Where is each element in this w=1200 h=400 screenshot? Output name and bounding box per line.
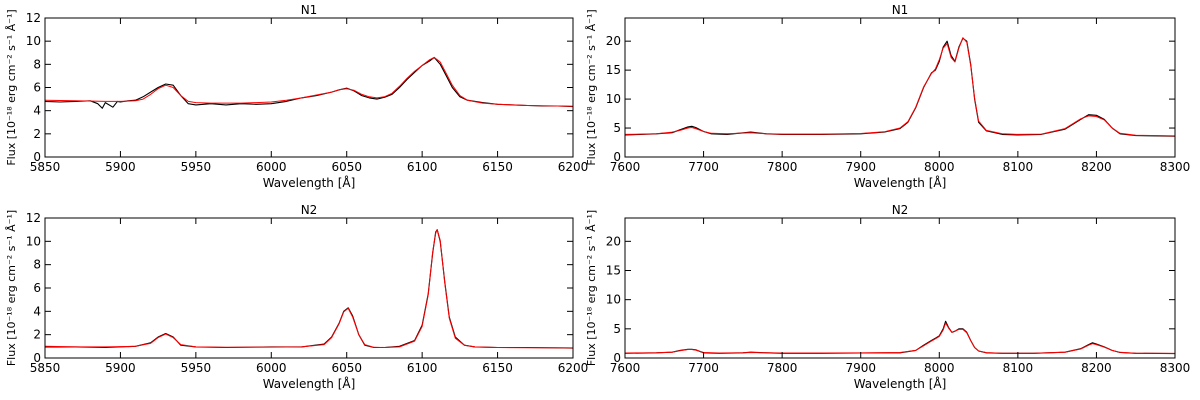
- data-line: [44, 56, 574, 109]
- x-tick-label: 5900: [105, 160, 136, 174]
- x-tick-label: 5850: [30, 160, 61, 174]
- x-tick-label: 6150: [482, 160, 513, 174]
- y-tick-label: 20: [606, 34, 621, 48]
- x-tick-label: 5850: [30, 361, 61, 375]
- x-tick-label: 8300: [1160, 160, 1191, 174]
- x-tick-label: 6000: [256, 361, 287, 375]
- data-line: [45, 229, 574, 349]
- x-tick-label: 7600: [610, 160, 641, 174]
- y-tick-label: 12: [26, 211, 41, 225]
- chart-panel-1: 5850 5900 5950 6000 6050 6100 6150 6200 0 2 4 6 8 10 1…: [5, 3, 588, 190]
- x-tick-label: 8200: [1081, 361, 1112, 375]
- y-tick-label: 4: [33, 304, 41, 318]
- y-tick-label: 20: [606, 234, 621, 248]
- y-tick-label: 15: [606, 264, 621, 278]
- plot-frame: [44, 217, 574, 359]
- y-axis-label: Flux [10⁻¹⁸ erg cm⁻² s⁻¹ Å⁻¹]: [585, 210, 598, 366]
- chart-panel-2: 7600 7700 7800 7900 8000 8100 8200 8300 0 5 10 15 20…: [585, 3, 1190, 190]
- y-tick-label: 5: [613, 322, 621, 336]
- y-tick-label: 8: [33, 258, 41, 272]
- x-tick-label: 6100: [407, 361, 438, 375]
- x-tick-label: 8300: [1160, 361, 1191, 375]
- x-axis-label: Wavelength [Å]: [263, 376, 356, 391]
- x-tick-label: 8100: [1003, 361, 1034, 375]
- plot-frame: [44, 17, 574, 158]
- y-tick-label: 4: [33, 104, 41, 118]
- x-tick-label: 7800: [767, 160, 798, 174]
- x-axis-label: Wavelength [Å]: [854, 175, 947, 190]
- x-tick-label: 5950: [181, 160, 212, 174]
- chart-title: N2: [892, 203, 909, 217]
- y-axis-label: Flux [10⁻¹⁸ erg cm⁻² s⁻¹ Å⁻¹]: [5, 210, 18, 366]
- y-tick-label: 10: [26, 34, 41, 48]
- y-tick-label: 2: [33, 328, 41, 342]
- y-tick-label: 8: [33, 57, 41, 71]
- x-tick-label: 5900: [105, 361, 136, 375]
- y-tick-label: 2: [33, 127, 41, 141]
- x-tick-label: 8000: [924, 361, 955, 375]
- y-tick-label: 0: [613, 351, 621, 365]
- y-tick-label: 0: [33, 150, 41, 164]
- y-tick-label: 0: [33, 351, 41, 365]
- x-axis-label: Wavelength [Å]: [263, 175, 356, 190]
- x-tick-label: 7700: [688, 160, 719, 174]
- fit-line: [624, 37, 1176, 137]
- x-tick-label: 7900: [845, 160, 876, 174]
- data-line: [624, 37, 1176, 137]
- fit-line: [44, 229, 574, 349]
- fit-line: [624, 322, 1176, 354]
- y-tick-label: 10: [606, 92, 621, 106]
- x-tick-label: 5950: [181, 361, 212, 375]
- x-tick-label: 6050: [331, 361, 362, 375]
- y-tick-label: 10: [26, 234, 41, 248]
- fit-line: [44, 56, 574, 107]
- x-tick-label: 6200: [558, 361, 589, 375]
- y-tick-label: 5: [613, 121, 621, 135]
- chart-title: N1: [301, 3, 318, 17]
- x-tick-label: 8000: [924, 160, 955, 174]
- x-tick-label: 7600: [610, 361, 641, 375]
- plot-frame: [624, 217, 1176, 359]
- y-tick-label: 15: [606, 63, 621, 77]
- x-tick-label: 7800: [767, 361, 798, 375]
- x-tick-label: 7700: [688, 361, 719, 375]
- chart-title: N2: [301, 203, 318, 217]
- x-axis-label: Wavelength [Å]: [854, 376, 947, 391]
- chart-panel-4: 7600 7700 7800 7900 8000 8100 8200 8300 0 5 10 15 20…: [585, 203, 1190, 391]
- x-tick-label: 6200: [558, 160, 589, 174]
- chart-panel-3: 5850 5900 5950 6000 6050 6100 6150 6200 0 2 4 6 8 10 1…: [5, 203, 588, 391]
- data-line: [624, 320, 1176, 355]
- y-tick-label: 6: [33, 281, 41, 295]
- x-tick-label: 8200: [1081, 160, 1112, 174]
- x-tick-label: 6050: [331, 160, 362, 174]
- y-tick-label: 10: [606, 293, 621, 307]
- x-tick-label: 6000: [256, 160, 287, 174]
- y-tick-label: 12: [26, 11, 41, 25]
- y-tick-label: 6: [33, 81, 41, 95]
- plot-frame: [624, 17, 1176, 158]
- x-tick-label: 6150: [482, 361, 513, 375]
- x-tick-label: 6100: [407, 160, 438, 174]
- y-axis-label: Flux [10⁻¹⁸ erg cm⁻² s⁻¹ Å⁻¹]: [585, 9, 598, 165]
- x-tick-label: 7900: [845, 361, 876, 375]
- chart-title: N1: [892, 3, 909, 17]
- y-tick-label: 0: [613, 150, 621, 164]
- y-axis-label: Flux [10⁻¹⁸ erg cm⁻² s⁻¹ Å⁻¹]: [5, 9, 18, 165]
- x-tick-label: 8100: [1003, 160, 1034, 174]
